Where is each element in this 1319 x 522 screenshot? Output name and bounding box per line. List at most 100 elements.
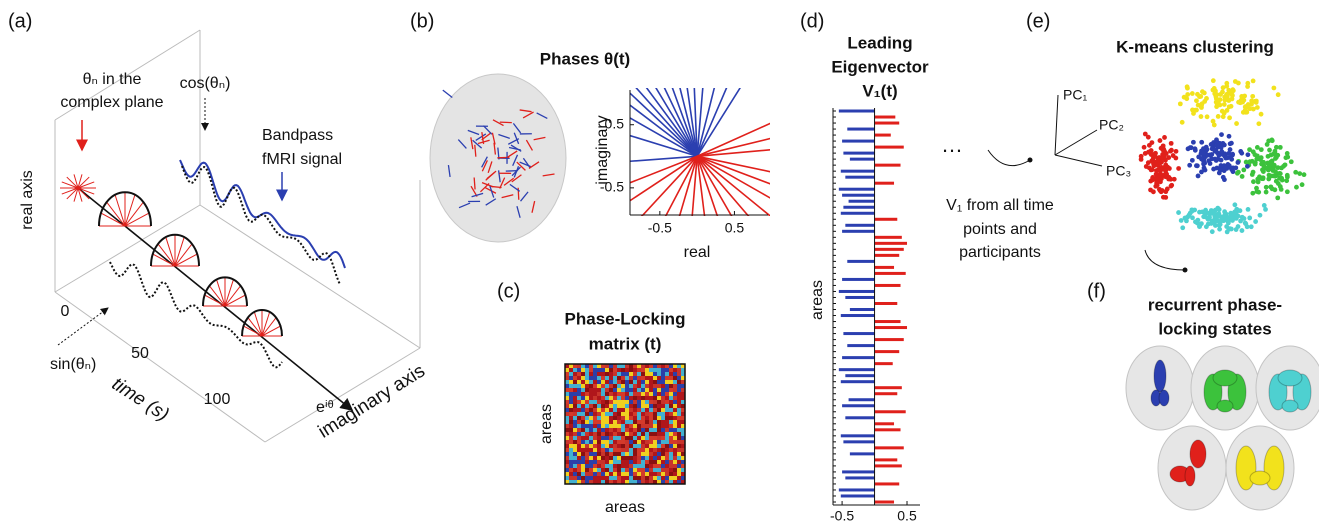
matrix-cell <box>621 368 625 372</box>
matrix-cell <box>597 448 601 452</box>
matrix-cell <box>661 440 665 444</box>
cluster-point <box>1244 110 1249 115</box>
matrix-cell <box>581 456 585 460</box>
cluster-point <box>1153 184 1158 189</box>
matrix-cell <box>621 428 625 432</box>
matrix-cell <box>589 372 593 376</box>
matrix-cell <box>601 448 605 452</box>
matrix-cell <box>625 428 629 432</box>
bar <box>842 404 874 407</box>
matrix-cell <box>673 476 677 480</box>
cluster-point <box>1253 219 1258 224</box>
matrix-cell <box>645 428 649 432</box>
matrix-cell <box>581 380 585 384</box>
matrix-cell <box>585 384 589 388</box>
matrix-cell <box>629 424 633 428</box>
matrix-cell <box>637 392 641 396</box>
axis-label: real axis <box>19 170 36 230</box>
matrix-cell <box>605 376 609 380</box>
matrix-cell <box>637 420 641 424</box>
matrix-cell <box>641 472 645 476</box>
matrix-cell <box>677 456 681 460</box>
matrix-cell <box>677 464 681 468</box>
bar <box>850 308 875 311</box>
bar <box>842 140 874 143</box>
matrix-cell <box>585 392 589 396</box>
matrix-cell <box>593 452 597 456</box>
matrix-cell <box>633 396 637 400</box>
cluster-point <box>1270 186 1275 191</box>
matrix-cell <box>589 388 593 392</box>
cluster-point <box>1153 151 1158 156</box>
matrix-cell <box>577 420 581 424</box>
bar <box>875 122 900 125</box>
matrix-cell <box>673 412 677 416</box>
matrix-cell <box>605 460 609 464</box>
panel-title: Phases θ(t) <box>540 49 630 68</box>
matrix-cell <box>601 424 605 428</box>
matrix-cell <box>653 448 657 452</box>
matrix-cell <box>657 476 661 480</box>
matrix-cell <box>653 396 657 400</box>
axis-label: areas <box>605 499 645 516</box>
matrix-cell <box>661 428 665 432</box>
matrix-cell <box>633 432 637 436</box>
matrix-cell <box>625 460 629 464</box>
matrix-cell <box>641 468 645 472</box>
matrix-cell <box>577 368 581 372</box>
matrix-cell <box>621 380 625 384</box>
matrix-cell <box>649 436 653 440</box>
matrix-cell <box>605 392 609 396</box>
panel-a-drawing: 050100 <box>60 160 345 408</box>
matrix-cell <box>593 448 597 452</box>
matrix-cell <box>649 392 653 396</box>
matrix-cell <box>597 412 601 416</box>
phase-ray <box>697 156 709 256</box>
matrix-cell <box>601 420 605 424</box>
matrix-cell <box>677 384 681 388</box>
matrix-cell <box>573 456 577 460</box>
matrix-cell <box>633 392 637 396</box>
matrix-cell <box>593 372 597 376</box>
matrix-cell <box>657 428 661 432</box>
matrix-cell <box>601 432 605 436</box>
matrix-cell <box>569 456 573 460</box>
matrix-cell <box>641 448 645 452</box>
matrix-cell <box>585 416 589 420</box>
matrix-cell <box>669 460 673 464</box>
cluster-point <box>1255 145 1260 150</box>
state-blob <box>1250 471 1270 485</box>
matrix-cell <box>629 400 633 404</box>
cluster-point <box>1253 160 1258 165</box>
phase-ray <box>697 61 738 156</box>
cluster-point <box>1200 101 1205 106</box>
cluster-point <box>1190 158 1195 163</box>
cluster-point <box>1180 120 1185 125</box>
matrix-cell <box>605 432 609 436</box>
matrix-cell <box>597 416 601 420</box>
matrix-cell <box>625 372 629 376</box>
matrix-cell <box>649 396 653 400</box>
matrix-cell <box>573 396 577 400</box>
matrix-cell <box>589 408 593 412</box>
matrix-cell <box>637 456 641 460</box>
matrix-cell <box>617 412 621 416</box>
cluster-point <box>1234 227 1239 232</box>
matrix-cell <box>637 376 641 380</box>
cluster-point <box>1221 175 1226 180</box>
matrix-cell <box>613 468 617 472</box>
cluster-point <box>1180 225 1185 230</box>
cluster-point <box>1302 172 1307 177</box>
matrix-cell <box>661 396 665 400</box>
bar <box>839 110 875 113</box>
matrix-cell <box>589 392 593 396</box>
cluster-point <box>1214 96 1219 101</box>
matrix-cell <box>573 384 577 388</box>
phase-ray <box>697 156 806 197</box>
cluster-point <box>1224 93 1229 98</box>
bar <box>875 338 904 341</box>
matrix-cell <box>617 388 621 392</box>
matrix-cell <box>569 416 573 420</box>
matrix-cell <box>645 376 649 380</box>
matrix-cell <box>577 412 581 416</box>
